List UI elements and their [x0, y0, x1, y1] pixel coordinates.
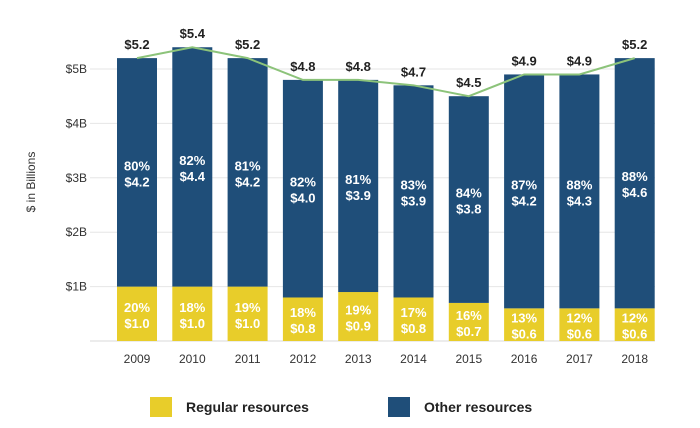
- y-axis-ticks: $1B $2B $3B $4B $5B: [66, 62, 87, 294]
- total-label: $4.5: [456, 75, 481, 90]
- other-value-label: $4.0: [290, 191, 315, 206]
- other-percent-label: 80%: [124, 158, 150, 173]
- legend-swatch-other: [388, 397, 410, 417]
- other-value-label: $4.2: [511, 193, 536, 208]
- regular-percent-label: 19%: [345, 303, 371, 318]
- regular-value-label: $0.9: [346, 319, 371, 334]
- regular-value-label: $0.8: [401, 321, 426, 336]
- x-tick-label: 2018: [621, 352, 648, 366]
- total-label: $5.2: [622, 37, 647, 52]
- other-value-label: $4.6: [622, 185, 647, 200]
- x-tick-label: 2009: [124, 352, 151, 366]
- total-label: $5.2: [235, 37, 260, 52]
- y-tick-label: $4B: [66, 116, 87, 130]
- other-value-label: $4.2: [235, 174, 260, 189]
- total-label: $5.2: [124, 37, 149, 52]
- y-tick-label: $3B: [66, 171, 87, 185]
- other-percent-label: 88%: [566, 177, 592, 192]
- x-tick-label: 2012: [290, 352, 317, 366]
- bar-other-resources: [504, 74, 545, 309]
- regular-percent-label: 18%: [290, 305, 316, 320]
- other-percent-label: 82%: [290, 175, 316, 190]
- bar-other-resources: [559, 74, 600, 309]
- bar-other-resources: [282, 79, 323, 298]
- other-value-label: $3.8: [456, 202, 481, 217]
- regular-value-label: $1.0: [235, 316, 260, 331]
- x-tick-label: 2016: [511, 352, 538, 366]
- regular-value-label: $1.0: [180, 316, 205, 331]
- bar-regular-resources: [338, 292, 379, 341]
- bar-regular-resources: [117, 286, 157, 341]
- legend-label-regular: Regular resources: [186, 399, 309, 415]
- bar-regular-resources: [282, 297, 323, 341]
- other-percent-label: 87%: [511, 177, 537, 192]
- x-axis-ticks: 2009 2010 2011 2012 2013 2014 2015 2016 2017 2018: [124, 352, 649, 366]
- regular-percent-label: 20%: [124, 300, 150, 315]
- bar-other-resources: [614, 58, 655, 309]
- x-tick-label: 2011: [235, 352, 261, 366]
- regular-percent-label: 12%: [622, 311, 648, 326]
- total-label: $4.8: [346, 59, 371, 74]
- bar-regular-resources: [227, 286, 268, 341]
- legend-label-other: Other resources: [424, 399, 532, 415]
- total-label: $4.9: [511, 53, 536, 68]
- regular-value-label: $0.8: [290, 321, 315, 336]
- other-percent-label: 81%: [235, 158, 261, 173]
- bar-regular-resources: [448, 302, 489, 341]
- other-value-label: $3.9: [346, 188, 371, 203]
- other-percent-label: 81%: [345, 172, 371, 187]
- y-tick-label: $2B: [66, 225, 87, 239]
- bars: [117, 47, 655, 341]
- regular-percent-label: 12%: [566, 311, 592, 326]
- y-tick-label: $5B: [66, 62, 87, 76]
- bar-other-resources: [227, 58, 268, 287]
- regular-percent-label: 17%: [400, 305, 426, 320]
- regular-value-label: $0.6: [511, 327, 536, 342]
- total-trend-line: [136, 46, 635, 98]
- total-labels: $5.2 $5.4 $5.2 $4.8 $4.8 $4.7 $4.5 $4.9 $4.9 $5.2: [124, 26, 647, 90]
- x-tick-label: 2017: [566, 352, 593, 366]
- regular-value-label: $0.6: [567, 327, 592, 342]
- bar-other-resources: [448, 96, 489, 303]
- regular-percent-label: 13%: [511, 311, 537, 326]
- legend-swatch-regular: [150, 397, 172, 417]
- bar-regular-resources: [614, 308, 655, 341]
- other-percent-label: 83%: [400, 177, 426, 192]
- other-percent-label: 82%: [179, 153, 205, 168]
- bar-regular-resources: [393, 297, 434, 341]
- regular-percent-label: 16%: [456, 308, 482, 323]
- total-label: $4.8: [290, 59, 315, 74]
- total-label: $4.9: [567, 53, 592, 68]
- other-value-label: $4.2: [124, 174, 149, 189]
- regular-value-label: $1.0: [124, 316, 149, 331]
- other-percent-label: 84%: [456, 186, 482, 201]
- other-percent-label: 88%: [622, 169, 648, 184]
- bar-regular-resources: [504, 308, 545, 341]
- bar-other-resources: [117, 58, 157, 287]
- bar-labels: 20%$1.080%$4.218%$1.082%$4.419%$1.081%$4…: [124, 153, 648, 342]
- x-tick-label: 2015: [455, 352, 482, 366]
- other-value-label: $3.9: [401, 193, 426, 208]
- y-axis-label: $ in Billions: [24, 152, 38, 213]
- regular-percent-label: 19%: [235, 300, 261, 315]
- bar-other-resources: [338, 79, 379, 293]
- bar-regular-resources: [559, 308, 600, 341]
- bar-other-resources: [172, 47, 213, 287]
- total-label: $4.7: [401, 64, 426, 79]
- total-line: [136, 46, 635, 98]
- y-tick-label: $1B: [66, 280, 87, 294]
- bar-other-resources: [393, 85, 434, 298]
- regular-value-label: $0.6: [622, 327, 647, 342]
- regular-value-label: $0.7: [456, 324, 481, 339]
- other-value-label: $4.3: [567, 193, 592, 208]
- x-tick-label: 2010: [179, 352, 206, 366]
- bar-regular-resources: [172, 286, 213, 341]
- total-label: $5.4: [180, 26, 206, 41]
- x-tick-label: 2013: [345, 352, 372, 366]
- regular-percent-label: 18%: [179, 300, 205, 315]
- other-value-label: $4.4: [180, 169, 206, 184]
- legend: Regular resources Other resources: [150, 397, 532, 417]
- x-tick-label: 2014: [400, 352, 427, 366]
